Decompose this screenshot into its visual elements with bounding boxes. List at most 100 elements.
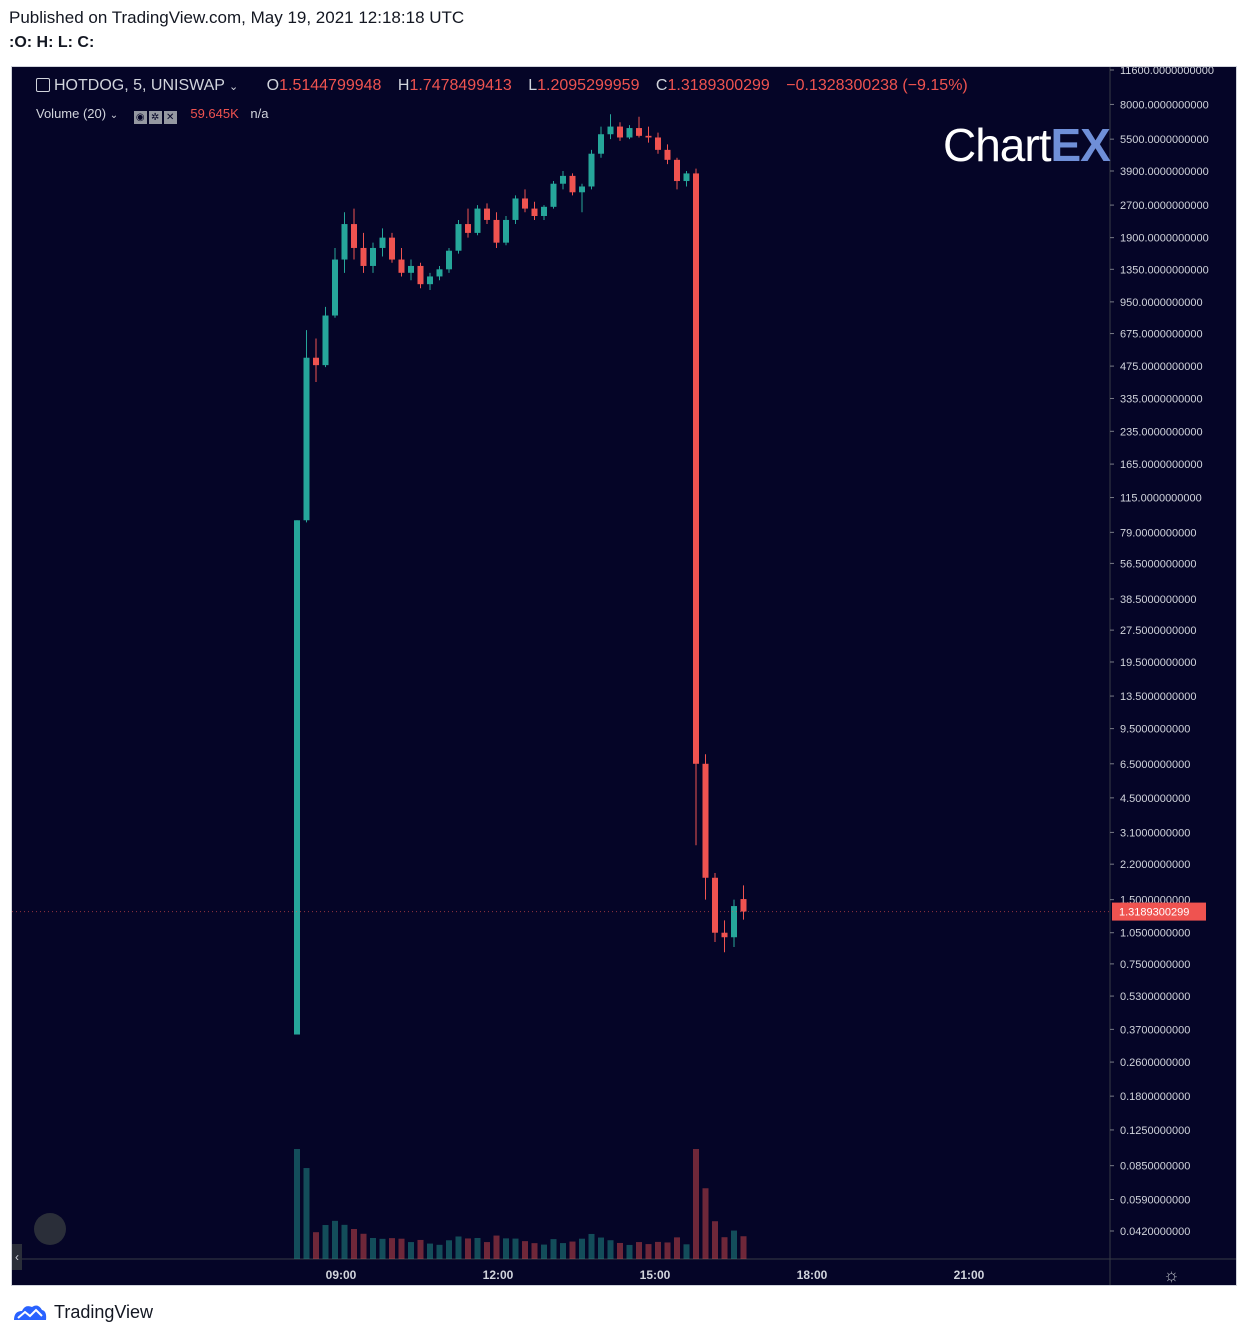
volume-bar: [645, 1244, 652, 1259]
candle-body: [455, 224, 462, 251]
volume-bar: [607, 1240, 614, 1259]
volume-legend: Volume (20) ⌄ ◉ ✲ ✕ 59.645K n/a: [36, 106, 269, 124]
candle-body: [351, 224, 357, 248]
y-tick-label: 0.5300000000: [1120, 991, 1190, 1003]
low-label: L: [528, 77, 538, 94]
y-tick-label: 27.5000000000: [1120, 625, 1196, 637]
candle-body: [560, 175, 566, 184]
volume-bar: [427, 1243, 433, 1259]
symbol-label[interactable]: HOTDOG, 5, UNISWAP: [54, 77, 225, 94]
candle-body: [427, 276, 433, 285]
volume-bar: [522, 1241, 528, 1259]
collapse-arrow-icon[interactable]: ‹: [12, 1244, 22, 1270]
collapse-icon[interactable]: [36, 78, 50, 92]
volume-bar: [550, 1239, 557, 1259]
y-tick-label: 79.0000000000: [1120, 527, 1196, 539]
price-chart[interactable]: 11600.0000000000 8000.0000000000 5500.0000…: [12, 67, 1236, 1285]
y-tick-label: 2.2000000000: [1120, 859, 1190, 871]
chevron-down-icon[interactable]: ⌄: [109, 110, 119, 121]
y-tick-label: 3.1000000000: [1120, 827, 1190, 839]
tradingview-footer[interactable]: TradingView: [12, 1302, 153, 1323]
y-tick-label: 0.2600000000: [1120, 1057, 1190, 1069]
x-tick-label: 09:00: [326, 1268, 357, 1282]
y-tick-label: 56.5000000000: [1120, 558, 1196, 570]
volume-bar: [588, 1233, 595, 1259]
volume-bar: [740, 1236, 747, 1259]
candle-body: [389, 237, 395, 260]
tradingview-label: TradingView: [54, 1302, 154, 1322]
gear-icon[interactable]: ✲: [148, 111, 162, 124]
volume-label[interactable]: Volume (20): [36, 106, 107, 121]
last-price-label: 1.3189300299: [1119, 907, 1189, 919]
chart-background: [12, 67, 1236, 1285]
y-tick-label: 11600.0000000000: [1120, 67, 1214, 77]
volume-bar: [474, 1237, 481, 1259]
candle-body: [702, 763, 709, 878]
candle-body: [408, 265, 414, 273]
volume-bar: [702, 1188, 709, 1259]
candle-body: [626, 128, 633, 138]
candle-body: [446, 250, 452, 270]
candle-body: [465, 224, 471, 233]
candle-body: [617, 126, 623, 138]
volume-bar: [683, 1244, 690, 1259]
last-price-tag: [1112, 902, 1206, 921]
y-tick-label: 0.1250000000: [1120, 1125, 1190, 1137]
eye-icon[interactable]: ◉: [133, 111, 147, 124]
y-tick-label: 5500.0000000000: [1120, 134, 1209, 146]
tv-chart-logo-icon: [34, 1213, 66, 1245]
candle-body: [522, 198, 528, 209]
chevron-down-icon[interactable]: ⌄: [228, 81, 239, 93]
y-tick-label: 115.0000000000: [1120, 493, 1202, 505]
volume-bar: [560, 1243, 566, 1259]
volume-bar: [313, 1232, 319, 1259]
y-tick-label: 2700.0000000000: [1120, 200, 1209, 212]
candle-body: [645, 135, 652, 138]
candle-body: [541, 206, 547, 216]
volume-bar: [636, 1242, 642, 1259]
volume-bar: [503, 1238, 509, 1259]
volume-bar: [655, 1241, 661, 1259]
published-note: Published on TradingView.com, May 19, 20…: [9, 8, 465, 27]
candle-body: [503, 219, 509, 243]
y-tick-label: 9.5000000000: [1120, 724, 1190, 736]
volume-bar: [493, 1235, 500, 1259]
candle-body: [398, 259, 405, 273]
volume-bar: [294, 1149, 300, 1259]
volume-bar: [360, 1233, 367, 1259]
candle-body: [550, 183, 557, 207]
volume-bar: [579, 1238, 585, 1259]
candle-body: [636, 128, 642, 136]
y-tick-label: 0.0590000000: [1120, 1195, 1190, 1207]
volume-bar: [674, 1237, 680, 1259]
volume-bar: [446, 1240, 452, 1259]
y-tick-label: 0.7500000000: [1120, 959, 1190, 971]
volume-bar: [721, 1237, 728, 1259]
settings-gear-icon[interactable]: ☼: [1163, 1265, 1180, 1285]
candle-body: [512, 198, 519, 220]
candle-body: [607, 126, 614, 135]
open-value: 1.5144799948: [279, 77, 382, 94]
close-value: 1.3189300299: [667, 77, 770, 94]
candle-body: [322, 315, 329, 366]
ohlc-header-labels: :O: H: L: C:: [9, 34, 95, 51]
candle-body: [417, 265, 424, 285]
volume-bar: [455, 1236, 462, 1259]
volume-bar: [512, 1238, 519, 1259]
candle-body: [294, 520, 300, 1035]
volume-bar: [617, 1242, 623, 1259]
close-icon[interactable]: ✕: [163, 111, 177, 124]
volume-bar: [626, 1244, 633, 1259]
y-tick-label: 13.5000000000: [1120, 691, 1196, 703]
y-tick-label: 0.0850000000: [1120, 1161, 1190, 1173]
chartex-watermark: ChartEX: [943, 119, 1111, 171]
y-tick-label: 0.3700000000: [1120, 1024, 1190, 1036]
candle-body: [588, 153, 595, 187]
y-tick-label: 6.5000000000: [1120, 759, 1190, 771]
x-tick-label: 18:00: [797, 1268, 828, 1282]
tradingview-logo-icon: [14, 1305, 47, 1320]
volume-bar: [370, 1237, 376, 1259]
y-tick-label: 1350.0000000000: [1120, 264, 1209, 276]
volume-bar: [484, 1242, 490, 1259]
volume-bar: [408, 1242, 414, 1259]
